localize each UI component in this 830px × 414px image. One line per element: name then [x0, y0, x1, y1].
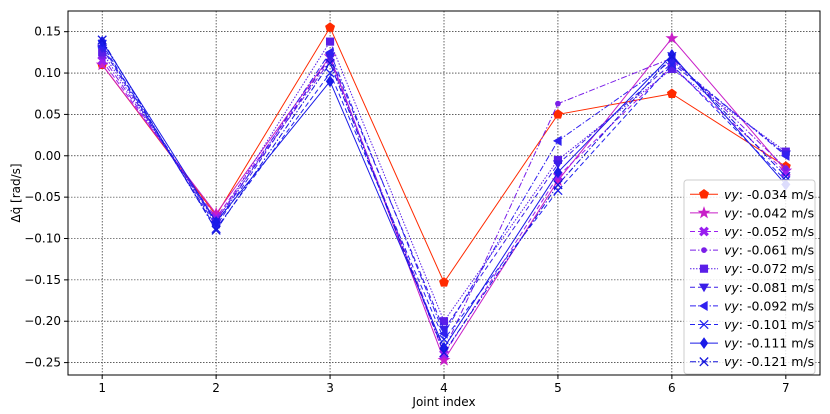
x-tick-label: 7	[782, 381, 790, 395]
x-tick-label: 2	[212, 381, 220, 395]
data-point	[437, 353, 451, 366]
data-point	[325, 47, 334, 58]
legend-entry: vy: -0.101 m/s	[690, 317, 814, 332]
x-axis-label: Joint index	[411, 395, 475, 409]
data-point	[439, 348, 449, 358]
legend-entry: vy: -0.111 m/s	[690, 336, 814, 351]
legend-label: vy: -0.121 m/s	[724, 354, 814, 369]
x-tick-label: 6	[668, 381, 676, 395]
data-point	[667, 48, 677, 61]
y-tick-label: 0.00	[34, 149, 61, 163]
legend-marker	[699, 264, 709, 273]
data-point	[666, 88, 677, 98]
legend-marker	[699, 189, 709, 199]
x-tick-label: 5	[554, 381, 562, 395]
legend-marker	[699, 357, 709, 367]
y-axis-ticks: 0.15 0.10 0.05 0.00 −0.05 −0.10 −0.15 −0.20 −0.2…	[24, 25, 68, 370]
legend-entry: vy: -0.034 m/s	[690, 187, 814, 202]
y-tick-label: −0.25	[24, 356, 61, 370]
legend-label: vy: -0.052 m/s	[724, 224, 814, 239]
data-point	[555, 100, 561, 107]
y-tick-label: −0.20	[24, 314, 61, 328]
legend-label: vy: -0.072 m/s	[724, 261, 814, 276]
legend-entry: vy: -0.081 m/s	[690, 280, 814, 295]
data-point	[782, 165, 789, 172]
legend: vy: -0.034 m/s vy: -0.042 m/s vy: -0.052 m…	[683, 179, 816, 375]
data-point	[325, 75, 335, 88]
data-point	[97, 35, 107, 45]
x-tick-label: 3	[326, 381, 334, 395]
legend-label: vy: -0.101 m/s	[724, 317, 814, 332]
legend-entry: vy: -0.052 m/s	[690, 224, 814, 239]
data-point	[780, 150, 790, 161]
data-point	[439, 328, 448, 339]
data-point	[325, 58, 335, 68]
data-point	[439, 349, 449, 360]
data-point	[211, 225, 221, 235]
y-tick-label: 0.15	[34, 25, 61, 39]
y-tick-label: 0.10	[34, 66, 61, 80]
legend-label: vy: -0.092 m/s	[724, 298, 814, 313]
data-point	[667, 60, 677, 70]
x-tick-label: 4	[440, 381, 448, 395]
x-axis-ticks: 1 2 3 4 5 6 7	[98, 375, 790, 395]
legend-box	[683, 179, 816, 375]
legend-label: vy: -0.034 m/s	[724, 187, 814, 202]
legend-label: vy: -0.081 m/s	[724, 280, 814, 295]
legend-entry: vy: -0.061 m/s	[690, 243, 814, 258]
legend-label: vy: -0.042 m/s	[724, 205, 814, 220]
y-tick-label: −0.05	[24, 190, 61, 204]
data-point	[553, 180, 563, 190]
data-point	[325, 37, 335, 46]
legend-label: vy: -0.061 m/s	[724, 243, 814, 258]
legend-label: vy: -0.111 m/s	[724, 336, 814, 351]
legend-marker	[699, 300, 708, 311]
legend-entry: vy: -0.042 m/s	[690, 205, 814, 220]
legend-entry: vy: -0.072 m/s	[690, 261, 814, 276]
legend-entry: vy: -0.092 m/s	[690, 298, 814, 313]
y-tick-label: 0.05	[34, 107, 61, 121]
data-point	[325, 68, 335, 78]
legend-entry: vy: -0.121 m/s	[690, 354, 814, 369]
data-point	[665, 31, 679, 44]
legend-marker	[697, 206, 711, 219]
data-point	[439, 277, 449, 287]
y-axis-label: Δq̇ [rad/s]	[9, 163, 23, 222]
data-point	[553, 166, 563, 179]
y-tick-label: −0.10	[24, 232, 61, 246]
legend-marker	[701, 247, 707, 254]
data-point	[781, 171, 791, 182]
data-point	[552, 135, 562, 146]
data-point	[97, 35, 107, 48]
data-point	[439, 317, 449, 326]
legend-marker	[698, 283, 710, 293]
legend-marker	[699, 319, 709, 330]
y-tick-label: −0.15	[24, 273, 61, 287]
x-tick-label: 1	[98, 381, 106, 395]
data-point	[211, 216, 221, 228]
legend-marker	[699, 226, 709, 237]
data-point	[325, 22, 336, 32]
series-10	[97, 35, 791, 358]
legend-marker	[699, 337, 709, 350]
data-point	[667, 51, 677, 62]
data-point	[552, 160, 564, 170]
